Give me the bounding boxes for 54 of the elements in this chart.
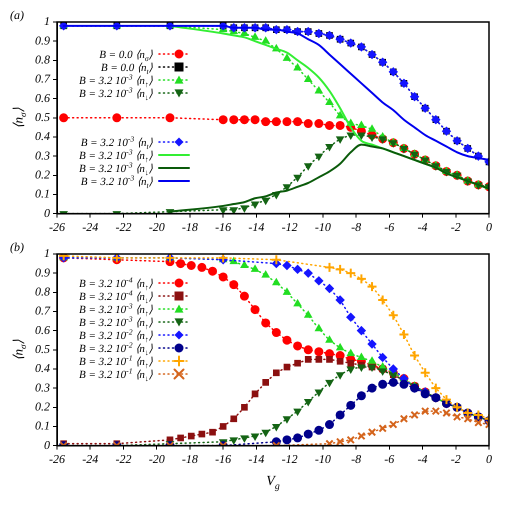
- y-tick-label: 0.2: [35, 167, 50, 182]
- x-tick-label: -26: [49, 452, 65, 466]
- y-tick-label: 0.7: [35, 304, 51, 318]
- y-tick-label: 0.3: [35, 380, 50, 394]
- chart-title: (b): [10, 240, 24, 255]
- x-tick-label: -22: [115, 220, 132, 234]
- x-tick-label: -18: [182, 220, 198, 234]
- legend-label: B = 0.0 ⟨n$_{σ}$⟩: [99, 48, 153, 63]
- chart-title: (a): [10, 8, 24, 23]
- y-tick-label: 0.4: [35, 361, 50, 376]
- x-tick-label: -14: [248, 220, 264, 234]
- y-tick-label: 0.9: [35, 33, 50, 48]
- x-tick-label: -22: [115, 452, 132, 466]
- x-tick-label: -8: [351, 452, 362, 466]
- y-tick-label: 0.9: [35, 265, 50, 280]
- x-tick-label: -12: [282, 452, 298, 466]
- x-tick-label: -20: [148, 452, 165, 466]
- y-tick-label: 0.8: [35, 284, 50, 298]
- y-tick-label: 0.8: [35, 52, 50, 66]
- x-tick-label: -26: [49, 220, 65, 234]
- y-tick-label: 0: [44, 206, 50, 220]
- x-tick-label: -2: [450, 452, 461, 466]
- x-tick-label: -16: [215, 220, 232, 234]
- x-tick-label: -2: [450, 220, 461, 234]
- y-tick-label: 0: [44, 438, 50, 452]
- x-tick-label: -8: [351, 220, 362, 234]
- x-tick-label: -4: [418, 452, 428, 466]
- x-tick-label: -6: [384, 220, 394, 234]
- x-tick-label: -6: [384, 452, 394, 466]
- y-tick-label: 1: [44, 14, 50, 28]
- x-tick-label: -4: [418, 220, 428, 234]
- y-tick-label: 0.1: [35, 418, 50, 433]
- x-tick-label: -16: [215, 452, 232, 466]
- x-tick-label: -24: [82, 452, 98, 466]
- x-tick-label: -10: [314, 220, 331, 234]
- y-tick-label: 0.1: [35, 186, 50, 201]
- y-tick-label: 0.6: [35, 90, 50, 105]
- x-tick-label: -20: [148, 220, 165, 234]
- y-tick-label: 0.3: [35, 148, 50, 162]
- y-tick-label: 0.4: [35, 129, 50, 144]
- x-tick-label: 0: [486, 452, 492, 466]
- x-tick-label: -24: [82, 220, 98, 234]
- y-tick-label: 0.2: [35, 399, 50, 414]
- x-tick-label: 0: [486, 220, 492, 234]
- x-tick-label: -18: [182, 452, 198, 466]
- x-tick-label: -14: [248, 452, 264, 466]
- y-tick-label: 0.7: [35, 72, 51, 86]
- y-tick-label: 0.5: [35, 342, 50, 356]
- y-tick-label: 1: [44, 246, 50, 260]
- y-tick-label: 0.6: [35, 322, 50, 337]
- x-tick-label: -12: [282, 220, 298, 234]
- y-tick-label: 0.5: [35, 110, 50, 124]
- x-tick-label: -10: [314, 452, 331, 466]
- x-axis-title: V$_{g}$: [265, 474, 281, 492]
